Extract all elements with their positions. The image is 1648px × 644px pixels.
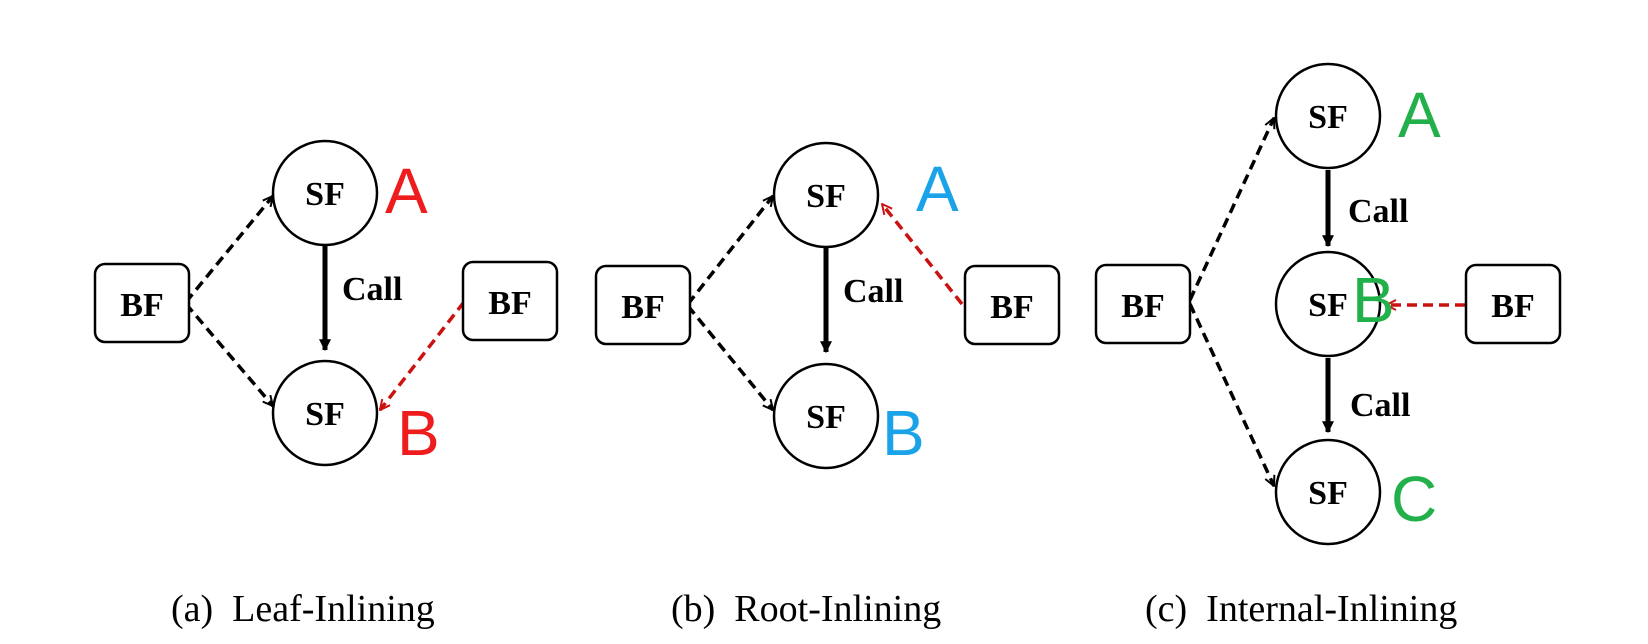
sf-label: SF: [1308, 475, 1348, 512]
call-label: Call: [1350, 387, 1410, 424]
sf-node-c: [1274, 438, 1382, 546]
caption-b: (b) Root-Inlining: [671, 588, 941, 630]
dashed-arrow-bf-to-sf-a: [686, 196, 773, 306]
sf-label: SF: [806, 399, 846, 436]
bf-box-right: [1464, 263, 1562, 345]
bf-label: BF: [1121, 288, 1164, 325]
letter-a: A: [385, 155, 428, 227]
bf-label: BF: [1491, 288, 1534, 325]
sf-label: SF: [305, 176, 345, 213]
bf-label: BF: [990, 289, 1033, 326]
bf-box-left: [594, 264, 692, 346]
bf-box-right: [963, 264, 1061, 346]
bf-box-left: [1094, 263, 1192, 345]
bf-label: BF: [120, 287, 163, 324]
call-label: Call: [843, 273, 903, 310]
sf-label: SF: [1308, 287, 1348, 324]
sf-label: SF: [806, 178, 846, 215]
letter-b: B: [1352, 264, 1395, 336]
letter-c: C: [1391, 463, 1437, 535]
letter-a: A: [916, 153, 959, 225]
bf-label: BF: [621, 289, 664, 326]
bf-box-right: [461, 260, 559, 342]
sf-node-a: [772, 141, 880, 249]
sf-node-b: [1274, 250, 1382, 358]
sf-node-a: [271, 139, 379, 247]
letter-b: B: [397, 397, 440, 469]
sf-label: SF: [305, 396, 345, 433]
dashed-arrow-bf-to-sf-b: [686, 304, 773, 410]
caption-c: (c) Internal-Inlining: [1145, 588, 1457, 630]
dashed-arrow-bf-to-sf-a: [184, 196, 273, 304]
sf-label: SF: [1308, 99, 1348, 136]
panel-c: SF SF SF BF BF Call Call A B C (c) Inter…: [1094, 62, 1562, 630]
dashed-arrow-bf-to-sf-a: [1188, 118, 1276, 301]
sf-node-a: [1274, 62, 1382, 170]
bf-label: BF: [488, 285, 531, 322]
sf-node-b: [271, 359, 379, 467]
red-dashed-arrow: [882, 204, 964, 306]
sf-node-b: [772, 362, 880, 470]
call-label: Call: [342, 271, 402, 308]
caption-a: (a) Leaf-Inlining: [171, 588, 435, 630]
letter-a: A: [1398, 79, 1441, 151]
bf-box-left: [93, 262, 191, 344]
panel-a: SF SF BF BF Call A B (a) Leaf-Inlining: [93, 139, 559, 630]
panel-b: SF SF BF BF Call A B (b) Root-Inlining: [594, 141, 1061, 630]
dashed-arrow-bf-to-sf-c: [1188, 303, 1276, 486]
dashed-arrow-bf-to-sf-b: [184, 302, 273, 406]
red-dashed-arrow: [378, 300, 466, 410]
call-label: Call: [1348, 193, 1408, 230]
letter-b: B: [882, 397, 925, 469]
